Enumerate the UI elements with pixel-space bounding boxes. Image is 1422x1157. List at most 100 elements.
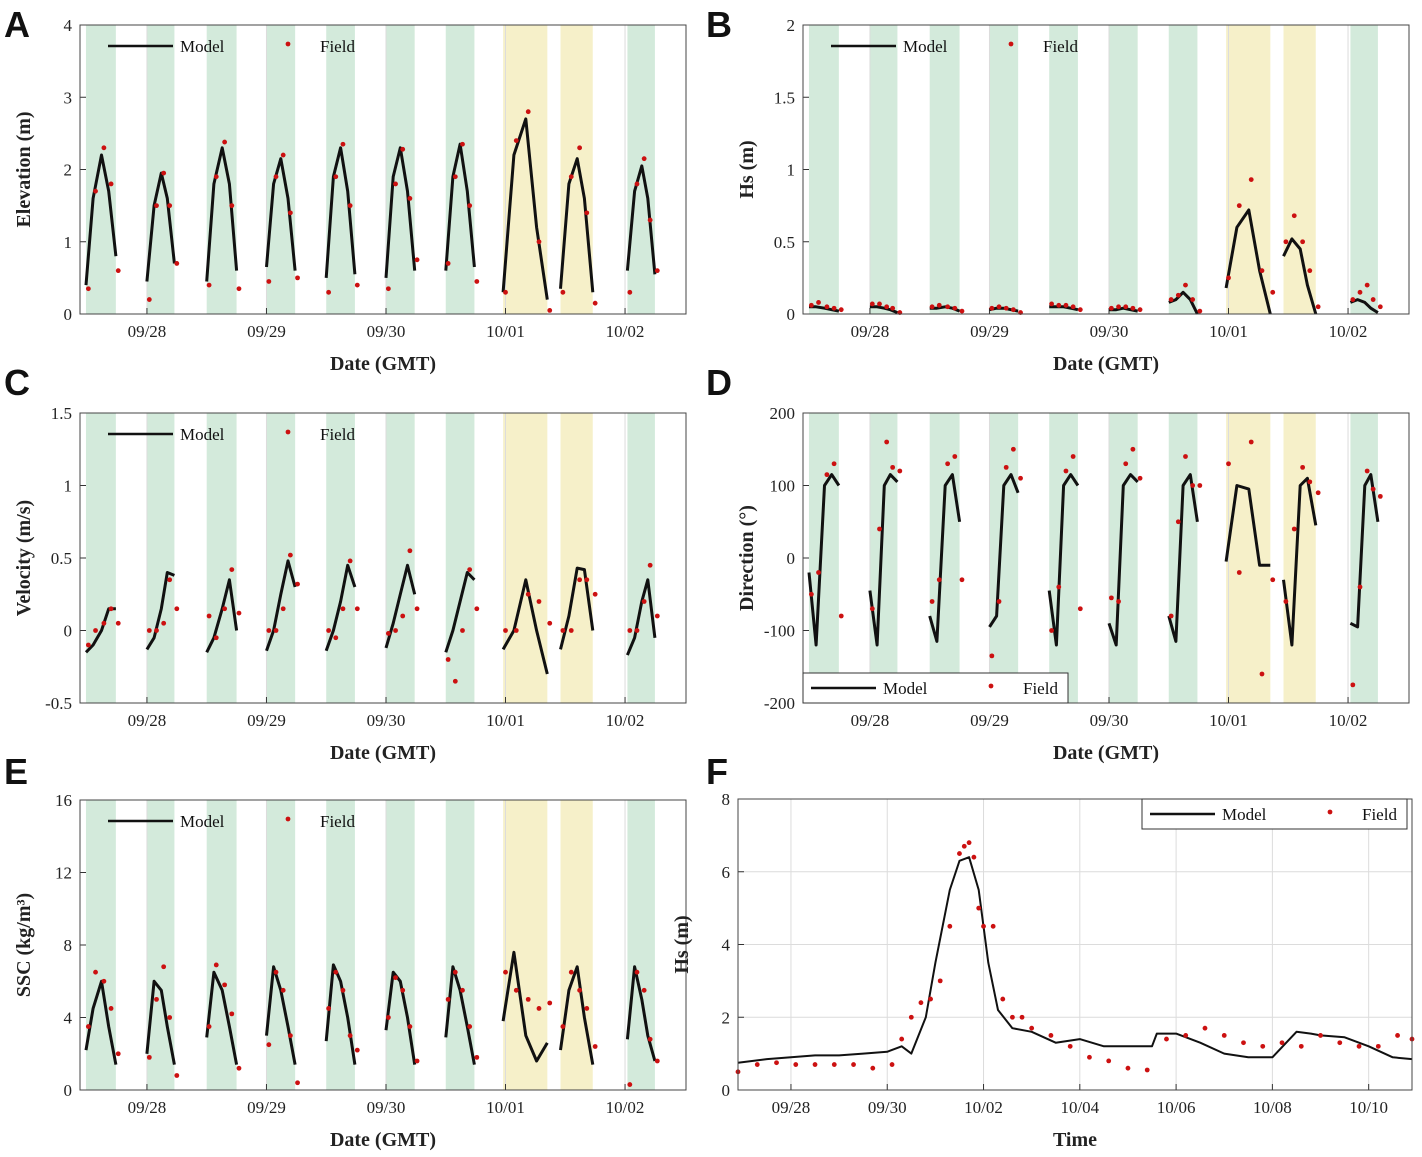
field-point: [1248, 177, 1254, 183]
y-tick-label: 0: [64, 305, 73, 324]
field-point: [333, 174, 339, 180]
y-tick-label: 0: [64, 1081, 73, 1100]
shaded-band: [85, 413, 116, 703]
field-point: [654, 268, 660, 274]
field-point: [831, 461, 837, 467]
x-tick-label: 09/28: [772, 1098, 811, 1117]
field-point: [115, 1051, 121, 1057]
field-point: [1202, 1025, 1208, 1031]
field-point: [1010, 307, 1016, 313]
shaded-band: [266, 25, 296, 314]
field-point: [213, 174, 219, 180]
field-point: [85, 1024, 91, 1029]
shaded-band: [503, 413, 548, 703]
field-point: [460, 987, 465, 993]
x-tick-label: 09/30: [1090, 711, 1129, 730]
field-point: [577, 577, 583, 583]
shaded-band: [1226, 25, 1271, 314]
x-tick-label: 09/29: [247, 711, 286, 730]
y-tick-label: 3: [64, 88, 73, 107]
field-point: [229, 567, 235, 572]
field-point: [959, 308, 965, 314]
field-point: [577, 987, 583, 993]
field-point: [154, 628, 159, 633]
x-tick-label: 09/29: [247, 1098, 286, 1117]
y-tick-label: 0: [722, 1081, 731, 1100]
field-point: [222, 982, 228, 988]
x-axis-label: Time: [1053, 1129, 1097, 1151]
panel: 09/28 09/29 09/30 10/01 10/02 0 1 2 3 4 Model Field…: [4, 4, 687, 375]
field-point: [273, 628, 279, 633]
field-point: [884, 439, 890, 445]
y-axis-label: SSC (kg/m³): [13, 893, 35, 997]
y-tick-label: 12: [55, 864, 72, 883]
field-point: [1298, 1043, 1304, 1049]
field-point: [536, 599, 542, 604]
field-point: [592, 1044, 598, 1049]
field-point: [206, 1024, 212, 1029]
shaded-band: [1168, 413, 1198, 703]
field-point: [869, 606, 875, 612]
field-point: [161, 964, 167, 970]
shaded-band: [929, 413, 960, 703]
field-point: [577, 145, 583, 151]
field-point: [266, 1042, 272, 1048]
field-point: [222, 139, 228, 145]
shaded-band: [560, 25, 593, 314]
panel-letter: F: [706, 751, 728, 792]
field-point: [1370, 297, 1376, 302]
field-point: [1248, 439, 1254, 445]
x-tick-label: 09/30: [367, 322, 406, 341]
field-point: [961, 843, 967, 849]
field-point: [467, 203, 473, 209]
y-axis-label: Hs (m): [736, 140, 758, 198]
field-point: [547, 307, 553, 313]
field-point: [222, 606, 228, 612]
field-point: [340, 987, 346, 993]
shaded-band: [206, 25, 237, 314]
plot-frame: [737, 798, 1413, 1091]
y-tick-label: 2: [64, 161, 73, 180]
field-point: [236, 286, 242, 292]
shaded-band: [146, 413, 175, 703]
field-point: [1190, 297, 1196, 302]
field-point: [1070, 454, 1076, 459]
field-point: [333, 635, 339, 641]
x-axis-label: Date (GMT): [330, 1129, 436, 1151]
field-point: [513, 628, 519, 633]
field-point: [1377, 493, 1383, 499]
field-point: [354, 606, 360, 612]
y-tick-label: 0: [787, 549, 796, 568]
field-point: [838, 613, 844, 619]
field-point: [1087, 1054, 1092, 1060]
field-point: [213, 635, 219, 641]
field-point: [326, 1006, 332, 1011]
model-line: [737, 856, 1413, 1064]
field-point: [877, 526, 882, 532]
field-point: [146, 1054, 152, 1060]
field-point: [385, 286, 391, 292]
shaded-band: [989, 413, 1019, 703]
y-tick-label: -200: [764, 694, 795, 713]
x-tick-label: 10/02: [1329, 322, 1368, 341]
field-point: [877, 301, 882, 307]
field-point: [445, 657, 451, 662]
field-point: [890, 305, 896, 311]
y-tick-label: 4: [64, 16, 73, 35]
y-axis-label: Elevation (m): [13, 111, 35, 227]
field-point: [167, 1015, 173, 1020]
field-point: [146, 297, 152, 302]
field-point: [154, 996, 159, 1002]
field-point: [568, 628, 574, 633]
shaded-band: [1168, 25, 1198, 314]
shaded-band: [1350, 25, 1378, 314]
field-point: [452, 969, 458, 975]
field-point: [161, 170, 167, 176]
field-point: [407, 196, 413, 201]
y-tick-label: 2: [787, 16, 796, 35]
field-point: [174, 606, 180, 612]
field-point: [513, 138, 519, 144]
field-point: [536, 1006, 542, 1011]
legend-label: Field: [1362, 805, 1397, 824]
field-point: [641, 599, 647, 604]
